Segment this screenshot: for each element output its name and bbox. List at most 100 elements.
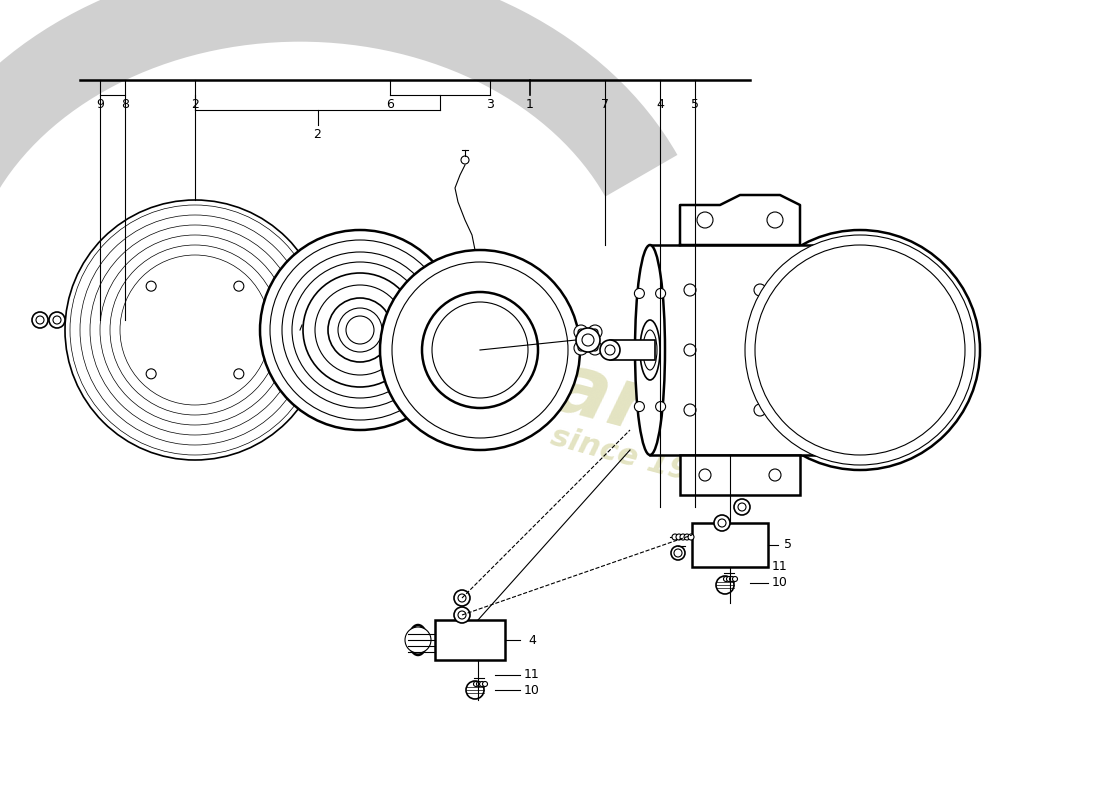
- Circle shape: [292, 262, 428, 398]
- Circle shape: [684, 534, 690, 540]
- Circle shape: [282, 252, 438, 408]
- Circle shape: [676, 534, 682, 540]
- Circle shape: [780, 270, 940, 430]
- Circle shape: [697, 212, 713, 228]
- Circle shape: [745, 235, 975, 465]
- Circle shape: [592, 345, 598, 351]
- Text: 11: 11: [772, 561, 788, 574]
- Circle shape: [714, 515, 730, 531]
- Circle shape: [270, 240, 450, 420]
- Circle shape: [483, 682, 487, 686]
- Circle shape: [480, 682, 484, 686]
- Circle shape: [476, 682, 482, 686]
- Text: 8: 8: [121, 98, 129, 111]
- Circle shape: [185, 320, 205, 340]
- Circle shape: [338, 308, 382, 352]
- Text: 4: 4: [528, 634, 536, 646]
- Circle shape: [405, 627, 431, 653]
- Polygon shape: [680, 195, 800, 245]
- Circle shape: [346, 316, 374, 344]
- Text: 2: 2: [314, 129, 321, 142]
- Text: 3: 3: [486, 98, 494, 111]
- Circle shape: [684, 404, 696, 416]
- Bar: [692, 523, 768, 567]
- Circle shape: [726, 577, 732, 582]
- Circle shape: [734, 499, 750, 515]
- Circle shape: [680, 534, 686, 540]
- Circle shape: [454, 590, 470, 606]
- Circle shape: [764, 255, 955, 445]
- Circle shape: [315, 285, 405, 375]
- Text: 5: 5: [784, 538, 792, 551]
- Circle shape: [754, 284, 766, 296]
- Circle shape: [574, 325, 589, 339]
- Circle shape: [588, 325, 602, 339]
- Text: 4: 4: [656, 98, 664, 111]
- Circle shape: [582, 334, 594, 346]
- Ellipse shape: [640, 320, 660, 380]
- Circle shape: [182, 316, 209, 344]
- Circle shape: [767, 212, 783, 228]
- Circle shape: [578, 329, 584, 335]
- Circle shape: [656, 402, 666, 411]
- Circle shape: [605, 345, 615, 355]
- Ellipse shape: [644, 330, 657, 370]
- Circle shape: [733, 577, 737, 582]
- Circle shape: [90, 225, 300, 435]
- Circle shape: [234, 281, 244, 291]
- Ellipse shape: [409, 625, 427, 655]
- Circle shape: [458, 594, 466, 602]
- Circle shape: [95, 230, 295, 430]
- Circle shape: [754, 404, 766, 416]
- Circle shape: [125, 260, 265, 400]
- Circle shape: [104, 240, 285, 420]
- Text: etrosparts: etrosparts: [252, 267, 748, 473]
- Circle shape: [146, 281, 156, 291]
- Circle shape: [432, 302, 528, 398]
- Text: 11: 11: [524, 669, 540, 682]
- Circle shape: [65, 200, 324, 460]
- Circle shape: [466, 681, 484, 699]
- Circle shape: [688, 534, 694, 540]
- Circle shape: [36, 316, 44, 324]
- Circle shape: [146, 369, 156, 379]
- Circle shape: [671, 546, 685, 560]
- Circle shape: [116, 250, 275, 410]
- Circle shape: [672, 534, 678, 540]
- Circle shape: [716, 576, 734, 594]
- Bar: [610, 340, 654, 360]
- Circle shape: [600, 340, 620, 360]
- Circle shape: [574, 341, 589, 355]
- Circle shape: [738, 503, 746, 511]
- Circle shape: [458, 611, 466, 619]
- Circle shape: [684, 284, 696, 296]
- Circle shape: [454, 607, 470, 623]
- Circle shape: [754, 344, 766, 356]
- Circle shape: [592, 329, 598, 335]
- Circle shape: [53, 316, 60, 324]
- Text: 2: 2: [191, 98, 199, 111]
- Bar: [650, 245, 870, 455]
- Text: 10: 10: [772, 577, 788, 590]
- Circle shape: [752, 242, 968, 458]
- Text: 1: 1: [526, 98, 534, 111]
- Circle shape: [729, 577, 735, 582]
- Circle shape: [392, 262, 568, 438]
- Circle shape: [698, 469, 711, 481]
- Circle shape: [740, 230, 980, 470]
- Circle shape: [328, 298, 392, 362]
- Circle shape: [70, 205, 320, 455]
- Circle shape: [234, 369, 244, 379]
- Circle shape: [50, 312, 65, 328]
- Circle shape: [635, 289, 645, 298]
- Circle shape: [75, 210, 315, 450]
- Circle shape: [157, 292, 233, 368]
- Circle shape: [188, 323, 202, 337]
- Text: since 1985: since 1985: [547, 422, 733, 498]
- Circle shape: [422, 292, 538, 408]
- Circle shape: [755, 245, 965, 455]
- Ellipse shape: [635, 245, 666, 455]
- Circle shape: [100, 235, 290, 425]
- Text: 6: 6: [386, 98, 394, 111]
- Circle shape: [724, 577, 728, 582]
